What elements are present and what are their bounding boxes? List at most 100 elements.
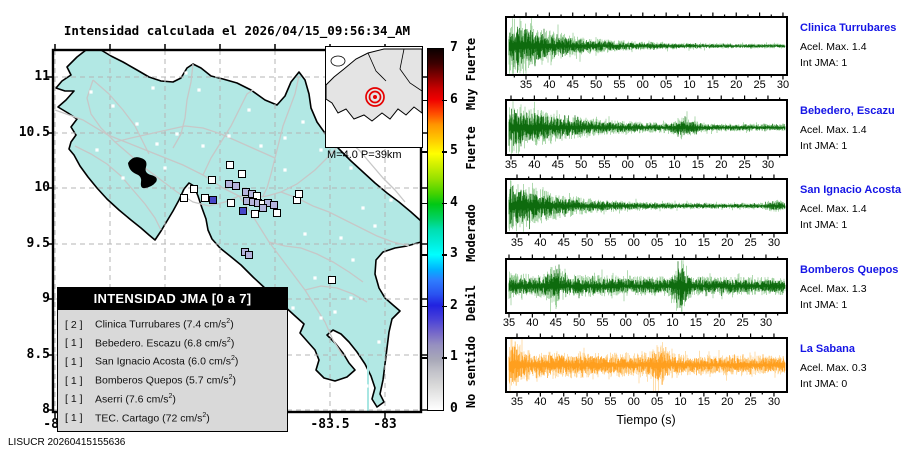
road-line — [92, 79, 150, 155]
station-marker — [226, 161, 234, 169]
waveform-tick-label: 05 — [645, 159, 658, 171]
station-accel-max: Acel. Max. 1.3 — [800, 283, 867, 295]
waveform-tick-label: 45 — [557, 396, 570, 408]
waveform-tick-label: 00 — [621, 159, 634, 171]
waveform-tick-label: 35 — [510, 237, 524, 249]
seismogram-panel — [505, 95, 788, 160]
legend-item-intensity: [ 1 ] — [65, 355, 83, 368]
legend-item: [ 1 ] San Ignacio Acosta (6.0 cm/s2) — [65, 351, 283, 370]
station-marker — [251, 210, 259, 218]
seismogram-panel — [505, 254, 788, 318]
colorbar-tick — [422, 151, 427, 153]
station-marker — [328, 276, 336, 284]
waveform-tick-label: 25 — [736, 317, 749, 329]
legend-item-label: Aserri (7.6 cm/s — [95, 393, 169, 406]
zero-intensity-dot — [349, 166, 353, 170]
lake-shape — [128, 157, 157, 189]
legend-item-close: ) — [232, 374, 237, 387]
epicenter-center-dot — [373, 95, 377, 99]
colorbar-tick — [422, 99, 427, 102]
colorbar-number: 0 — [450, 401, 458, 416]
colorbar-band-label: Debil — [464, 284, 478, 322]
epicenter-inset-map — [325, 46, 423, 148]
road-line — [344, 137, 406, 203]
waveform-tick-label: 20 — [721, 237, 734, 249]
station-marker — [295, 190, 303, 198]
station-marker — [201, 194, 209, 202]
station-marker — [238, 170, 246, 178]
waveform-tick-label: 40 — [543, 79, 556, 91]
legend-item-intensity: [ 1 ] — [65, 393, 83, 406]
waveform-tick-label: 10 — [683, 79, 696, 91]
station-int-jma: Int JMA: 1 — [800, 140, 848, 152]
inset-border-line — [399, 48, 423, 92]
inset-lake — [330, 55, 346, 67]
colorbar-number: 7 — [450, 40, 458, 55]
station-marker — [208, 176, 216, 184]
colorbar-tick — [422, 202, 427, 205]
zero-intensity-dot — [389, 198, 393, 202]
waveform-tick-label: 15 — [697, 396, 710, 408]
legend-item-intensity: [ 2 ] — [65, 318, 83, 331]
waveform-tick-label: 20 — [730, 79, 743, 91]
seismogram-panel — [505, 12, 788, 80]
station-accel-max: Acel. Max. 1.4 — [800, 41, 867, 53]
colorbar-band-label: Moderado — [464, 204, 478, 262]
intensity-colorbar — [427, 48, 444, 411]
waveform-tick-label: 05 — [651, 396, 664, 408]
waveform-tick-label: 05 — [651, 237, 664, 249]
y-axis-tick-label: 10 — [34, 180, 50, 195]
legend-title: INTENSIDAD JMA [0 a 7] — [58, 288, 287, 310]
waveform-tick-label: 35 — [502, 317, 516, 329]
waveform-tick-label: 55 — [613, 79, 626, 91]
legend-item-label: Clinica Turrubares (7.4 cm/s — [95, 318, 227, 331]
waveform-tick-label: 25 — [753, 79, 766, 91]
x-axis-tick-label: -83 — [373, 417, 397, 432]
zero-intensity-dot — [135, 122, 139, 126]
legend-item-unit-exponent: 2 — [202, 411, 207, 419]
station-name: Clinica Turrubares — [800, 22, 897, 34]
zero-intensity-dot — [303, 232, 307, 236]
waveform-tick-label: 35 — [504, 159, 518, 171]
colorbar-band-label: Muy Fuerte — [464, 37, 478, 111]
zero-intensity-dot — [89, 90, 93, 94]
legend-item-close: ) — [230, 337, 235, 350]
waveform-tick-label: 50 — [580, 237, 594, 249]
zero-intensity-dot — [111, 104, 115, 108]
waveform-tick-label: 45 — [549, 317, 562, 329]
seismogram-panel — [505, 333, 788, 397]
waveform-tick-label: 30 — [767, 396, 781, 408]
waveform-tick-label: 50 — [572, 317, 586, 329]
station-int-jma: Int JMA: 1 — [800, 299, 848, 311]
waveform-tick-label: 15 — [697, 237, 710, 249]
waveform-tick-label: 40 — [534, 396, 547, 408]
station-marker — [227, 199, 235, 207]
legend-item-close: ) — [230, 318, 234, 331]
waveform-tick-label: 30 — [761, 159, 775, 171]
zero-intensity-dot — [377, 340, 381, 344]
waveform-tick-label: 10 — [668, 159, 681, 171]
legend-item-unit-exponent: 2 — [228, 374, 233, 382]
zero-intensity-dot — [201, 144, 205, 148]
road-line — [74, 145, 162, 231]
waveform-tick-label: 15 — [689, 317, 702, 329]
road-line — [262, 75, 300, 197]
station-marker — [245, 251, 253, 259]
legend-item-unit-exponent: 2 — [231, 355, 235, 363]
station-marker — [232, 182, 240, 190]
station-name: San Ignacio Acosta — [800, 184, 902, 196]
seismogram-panel — [505, 174, 788, 238]
waveform-tick-label: 40 — [534, 237, 547, 249]
legend-item-close: ) — [206, 412, 210, 425]
colorbar-band-label: No sentido — [464, 335, 478, 409]
y-axis-tick-label: 10.5 — [18, 125, 50, 140]
inset-land — [325, 48, 423, 122]
zero-intensity-dot — [291, 306, 295, 310]
colorbar-number: 6 — [450, 91, 458, 107]
zero-intensity-dot — [351, 258, 355, 262]
map-title: Intensidad calculada el 2026/04/15_09:56… — [63, 23, 411, 38]
station-marker — [225, 180, 233, 188]
waveform-tick-label: 45 — [551, 159, 564, 171]
colorbar-tick — [442, 305, 447, 308]
station-accel-max: Acel. Max. 0.3 — [800, 362, 867, 374]
